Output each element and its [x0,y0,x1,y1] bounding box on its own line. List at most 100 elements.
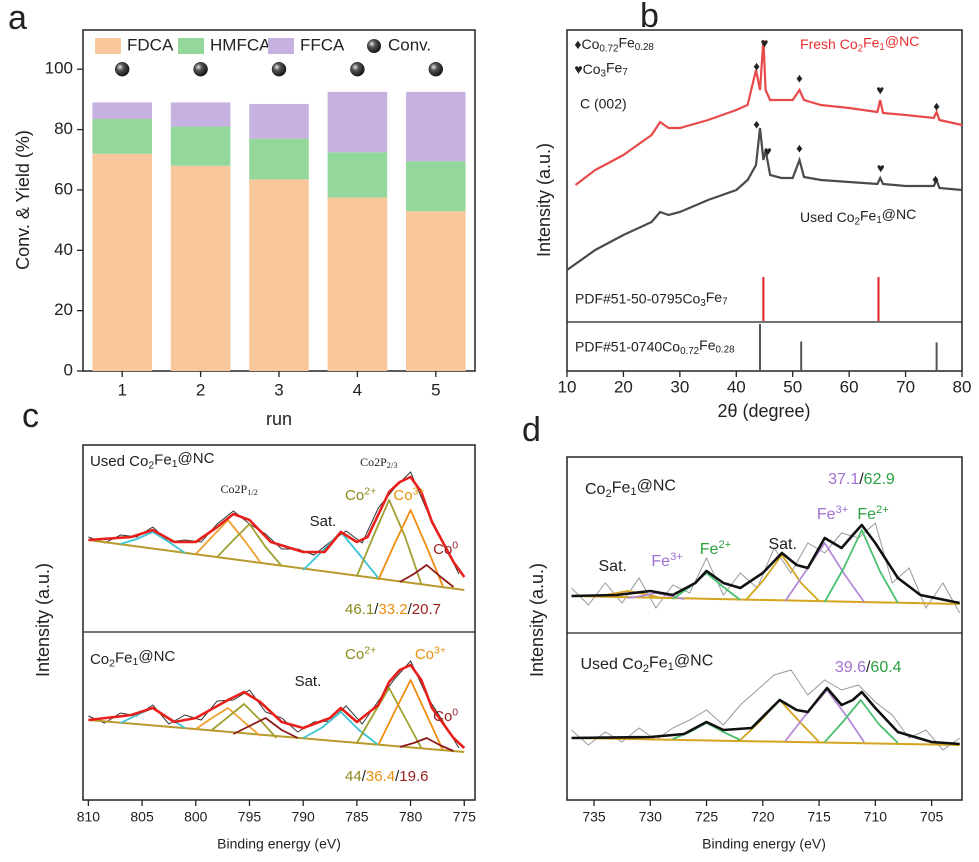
x-tick-label: 795 [238,809,262,825]
text-part: Fe [857,506,876,523]
frame-d [566,456,963,801]
x-tick-label: 725 [695,809,719,825]
text-part: Fresh Co [800,36,858,52]
legend-label: FFCA [300,35,345,54]
peak-marker: ♦ [753,116,760,131]
fit-component [784,542,865,603]
text-part: 0.28 [635,42,655,53]
x-tick-label: 40 [727,377,746,396]
bar-segment [92,153,152,371]
ratio-separator: / [866,659,871,676]
ratio-value: 39.6 [835,659,866,676]
panel-letter: c [22,397,39,435]
x-tick-label: 720 [751,809,775,825]
x-axis-title: 2θ (degree) [717,401,810,421]
ratio-value: 19.6 [399,768,428,785]
annotation: Co2Fe1@NC [585,478,676,500]
x-tick-label: 800 [184,809,208,825]
text-part: 2+ [364,644,376,656]
legend-swatch [268,38,294,54]
annotation: Co2P1/2 [220,482,257,497]
text-part: Co [415,646,434,663]
peak-marker: ♦ [796,70,803,85]
x-axis-title: run [266,409,292,429]
text-part: Co [393,487,412,504]
text-part: Fe [706,289,723,305]
legend-label: Conv. [388,35,431,54]
peak-marker: ♦ [932,171,939,186]
x-axis-title: Binding energy (eV) [702,836,826,852]
legend-marker [367,39,381,53]
peak-marker: ♥ [877,160,885,175]
text-part: 1 [172,458,178,470]
x-tick-label: 775 [453,809,477,825]
x-tick-label: 60 [840,377,859,396]
x-axis-title: Binding energy (eV) [217,836,341,852]
text-part: Used Co [581,656,643,673]
bar-segment [170,165,231,371]
fit-component [784,689,865,743]
text-part: 2 [855,216,860,227]
fit-envelope [88,663,466,749]
annotation: Used Co2Fe1@NC [90,450,215,472]
x-tick-label: 30 [670,377,689,396]
annotation: Co2Fe1@NC [90,648,175,670]
x-tick-label: 50 [783,377,802,396]
bar-segment [170,126,231,166]
ratio: 46.1/33.2/20.7 [345,601,441,618]
fit-component [377,509,444,587]
annotation: Fresh Co2Fe1@NC [800,33,919,54]
text-part: 0 [452,706,458,718]
text-part: Fe [154,451,172,468]
bar-segment [170,102,231,127]
bar-segment [406,91,466,162]
fit-component [377,679,444,751]
fit-component [232,717,299,739]
x-tick-label: 2 [196,380,205,399]
text-part: PDF#51-0740Co [575,338,680,354]
text-part: 3 [700,298,706,309]
reference-label: PDF#51-0740Co0.72Fe0.28 [575,337,735,357]
text-part: Used Co [800,209,855,225]
y-tick-label: 60 [54,179,73,198]
xrd-curve [566,127,963,271]
fit-component [672,572,741,601]
text-part: 1 [630,486,636,498]
annotation: Fe2+ [857,504,888,523]
text-part: 1 [133,656,139,668]
annotation: Co0 [433,539,458,558]
text-part: 7 [722,296,727,307]
text-part: Fe [863,34,880,50]
bar-segment [249,138,309,180]
text-part: 3+ [413,485,425,497]
text-part: @NC [882,206,916,222]
raw-spectrum [571,669,960,751]
annotation: Fe3+ [651,551,682,570]
xrd-curve [574,39,963,186]
fit-component [739,699,820,743]
fit-envelope [88,475,466,578]
text-part: 0.72 [599,43,618,54]
text-part: 2 [109,657,115,669]
text-part: Fe [649,655,668,672]
text-part: 0 [452,539,458,551]
text-part: 0.28 [715,344,735,355]
peak-marker: ♦ [753,58,760,73]
annotation: Co0 [433,706,458,725]
text-part: @NC [138,648,175,665]
x-tick-label: 805 [130,809,154,825]
x-tick-label: 5 [431,380,440,399]
text-part: Co [433,541,452,558]
bar-segment [92,119,152,154]
bar-segment [406,161,466,212]
text-part: 2/3 [387,461,398,470]
peak-marker: ♥ [764,143,772,158]
reference-label: PDF#51-50-0795Co3Fe7 [575,289,728,309]
fit-component [745,554,820,602]
x-tick-label: 1 [117,380,126,399]
ratio: 39.6/60.4 [835,659,902,676]
text-part: @NC [178,450,215,467]
text-part: Co [345,646,364,663]
text-part: Co [433,708,452,725]
